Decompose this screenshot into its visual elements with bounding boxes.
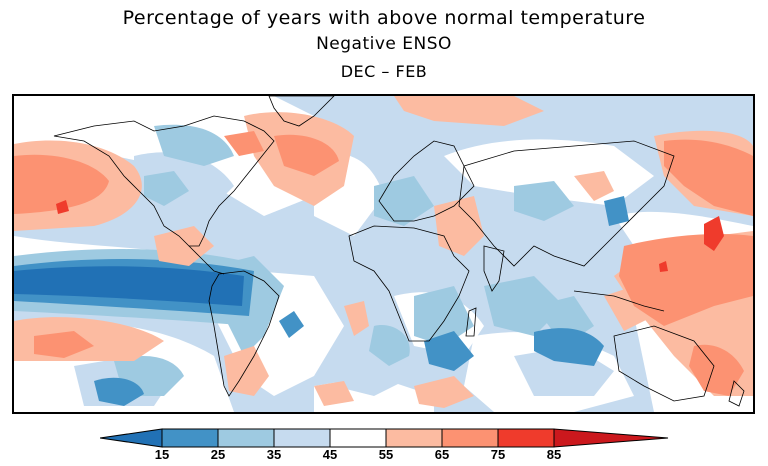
colorbar-bin-25-35 [217, 428, 275, 448]
colorbar-bin-65-75 [441, 428, 499, 448]
colorbar-bin-35-45 [273, 428, 331, 448]
red-regions [14, 131, 753, 396]
colorbar-tick: 25 [210, 447, 226, 462]
deep-red-regions [56, 200, 724, 272]
colorbar-tick: 75 [490, 447, 506, 462]
coastlines [53, 96, 745, 407]
colorbar-tick: 15 [154, 447, 170, 462]
colorbar-bin-45-55 [329, 428, 387, 448]
map-subtitle-enso: Negative ENSO [316, 34, 452, 54]
colorbar-bin-15-25 [161, 428, 219, 448]
map-title: Percentage of years with above normal te… [122, 7, 646, 29]
colorbar-bin-lt15 [100, 428, 163, 448]
colorbar-tick: 85 [546, 447, 562, 462]
map-frame [12, 94, 755, 414]
map-subtitle-season: DEC – FEB [340, 62, 428, 81]
colorbar-tick: 35 [266, 447, 282, 462]
temperature-map [14, 96, 753, 412]
colorbar-tick: 45 [322, 447, 338, 462]
colorbar-bin-55-65 [385, 428, 443, 448]
colorbar-tick: 65 [434, 447, 450, 462]
colorbar-bin-gt85 [553, 428, 669, 448]
colorbar-bin-75-85 [497, 428, 555, 448]
colorbar-tick: 55 [378, 447, 394, 462]
colorbar [100, 428, 669, 448]
